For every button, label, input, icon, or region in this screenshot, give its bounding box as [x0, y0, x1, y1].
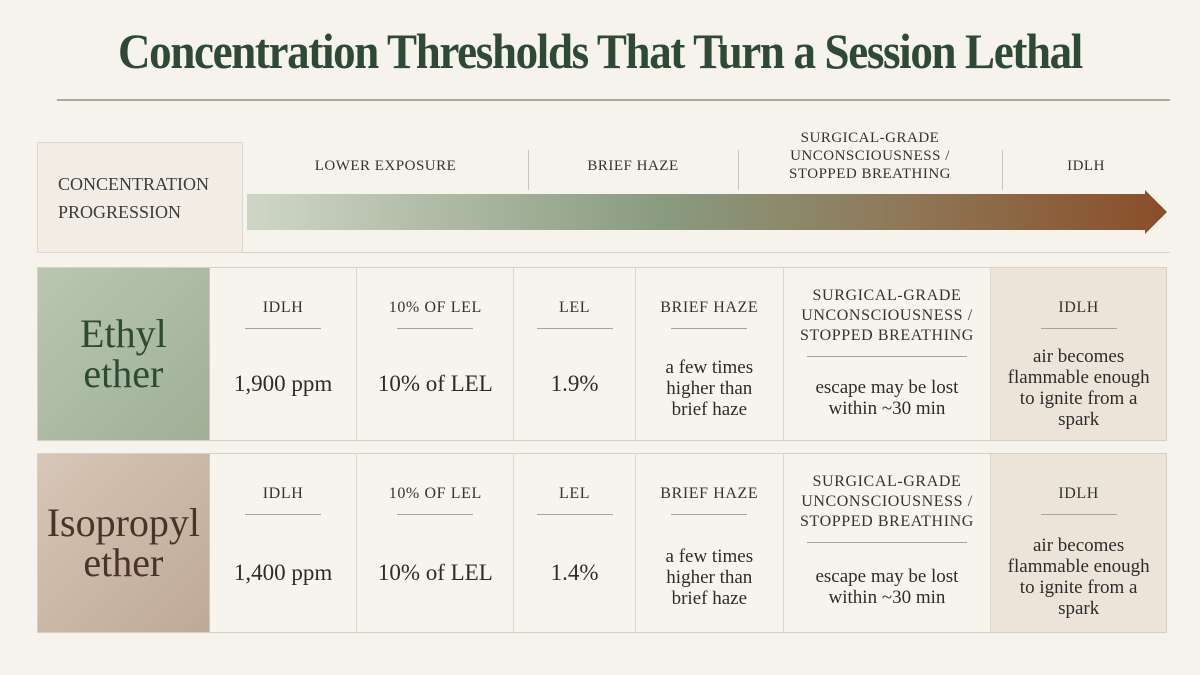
heading-rule: [1040, 328, 1117, 329]
cell-text: escape may be lost within ~30 min: [815, 377, 959, 419]
cell: IDLH 1,900 ppm: [210, 268, 358, 440]
cell-text: a few times higher than brief haze: [665, 545, 754, 609]
progression: CONCENTRATION PROGRESSION LOWER EXPOSURE…: [37, 130, 1170, 253]
stage-divider: [1002, 150, 1003, 190]
stage-label: BRIEF HAZE: [587, 158, 679, 174]
cell: IDLH 1,400 ppm: [210, 454, 358, 632]
progression-base: [243, 252, 1170, 253]
table-row: Isopropyl ether IDLH 1,400 ppm 10% OF LEL 10…: [37, 453, 1167, 633]
cell: 10% OF LEL 10% of LEL: [357, 454, 515, 632]
cell-heading: IDLH: [1058, 299, 1099, 316]
cell-text: 1.9%: [550, 370, 599, 396]
cell-heading: 10% OF LEL: [388, 299, 482, 316]
cell: IDLH air becomes flammable enough to igni…: [991, 454, 1166, 632]
cell-heading: BRIEF HAZE: [660, 485, 759, 502]
cell-heading: BRIEF HAZE: [660, 299, 759, 316]
progression-label: CONCENTRATION PROGRESSION: [37, 142, 243, 253]
stage-label: IDLH: [1067, 158, 1105, 174]
stage-divider: [738, 150, 739, 190]
cell: SURGICAL-GRADE UNCONSCIOUSNESS / STOPPED…: [784, 454, 992, 632]
cell-text: 1,400 ppm: [233, 559, 333, 585]
cell: IDLH air becomes flammable enough to igni…: [991, 268, 1166, 440]
cell-heading: IDLH: [1058, 485, 1099, 502]
heading-rule: [671, 328, 748, 329]
heading-rule: [806, 356, 967, 357]
stage-label: SURGICAL-GRADE UNCONSCIOUSNESS / STOPPED…: [789, 130, 951, 182]
cell-text: 1,900 ppm: [233, 370, 333, 396]
cell-heading: IDLH: [262, 485, 304, 502]
cell-text: 10% of LEL: [377, 559, 493, 585]
cell-text: escape may be lost within ~30 min: [815, 566, 959, 608]
cell: LEL 1.9%: [514, 268, 636, 440]
cell-text: a few times higher than brief haze: [665, 356, 754, 420]
heading-rule: [671, 514, 748, 515]
progression-arrow: [247, 190, 1167, 234]
heading-rule: [397, 514, 474, 515]
heading-rule: [536, 514, 613, 515]
cell-heading: LEL: [558, 485, 591, 502]
heading-rule: [1040, 514, 1117, 515]
cell: 10% OF LEL 10% of LEL: [357, 268, 515, 440]
heading-rule: [245, 514, 322, 515]
cell: LEL 1.4%: [514, 454, 636, 632]
stage-label: LOWER EXPOSURE: [314, 158, 457, 174]
heading-rule: [397, 328, 474, 329]
heading-rule: [245, 328, 322, 329]
cell: BRIEF HAZE a few times higher than brief …: [636, 454, 784, 632]
cell-heading: SURGICAL-GRADE UNCONSCIOUSNESS / STOPPED…: [800, 287, 974, 344]
cell: SURGICAL-GRADE UNCONSCIOUSNESS / STOPPED…: [784, 268, 992, 440]
cell-heading: LEL: [558, 299, 591, 316]
table-row: Ethyl ether IDLH 1,900 ppm 10% OF LEL 10% of…: [37, 267, 1167, 441]
title-rule: [57, 99, 1170, 101]
cell-text: 1.4%: [550, 559, 599, 585]
row-name: Ethyl ether: [38, 268, 210, 440]
cell-text: air becomes flammable enough to ignite f…: [1007, 346, 1150, 430]
cell-heading: 10% OF LEL: [388, 485, 482, 502]
cell-heading: IDLH: [262, 299, 304, 316]
cell-text: air becomes flammable enough to ignite f…: [1007, 535, 1150, 619]
cell: BRIEF HAZE a few times higher than brief …: [636, 268, 784, 440]
stage-divider: [528, 150, 529, 190]
cell-text: 10% of LEL: [377, 370, 493, 396]
title: Concentration Thresholds That Turn a Ses…: [118, 23, 1083, 79]
row-name: Isopropyl ether: [38, 454, 210, 632]
heading-rule: [536, 328, 613, 329]
heading-rule: [806, 542, 967, 543]
cell-heading: SURGICAL-GRADE UNCONSCIOUSNESS / STOPPED…: [800, 473, 974, 530]
